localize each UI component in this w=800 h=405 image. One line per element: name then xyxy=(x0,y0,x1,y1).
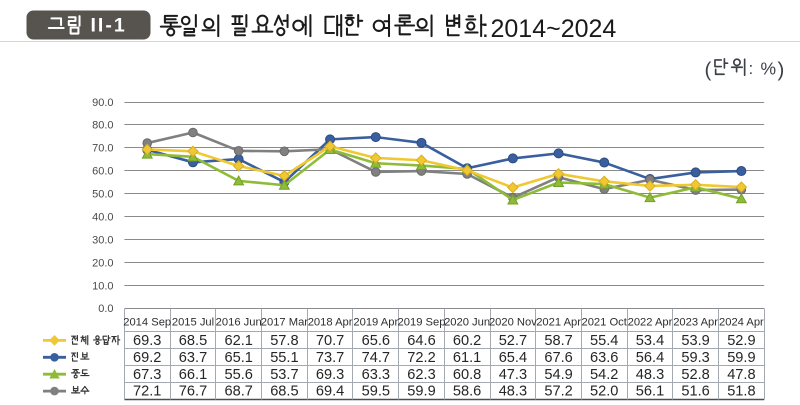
svg-text:55.6: 55.6 xyxy=(224,367,252,383)
svg-text:): ) xyxy=(778,59,785,82)
svg-text:62.1: 62.1 xyxy=(224,333,252,349)
svg-text:48.3: 48.3 xyxy=(636,367,664,383)
svg-text:65.6: 65.6 xyxy=(362,333,390,349)
svg-text:56.1: 56.1 xyxy=(636,384,664,400)
svg-text:63.3: 63.3 xyxy=(362,367,390,383)
svg-text:60.0: 60.0 xyxy=(92,166,113,178)
svg-text:52.0: 52.0 xyxy=(590,384,618,400)
svg-text:67.6: 67.6 xyxy=(544,350,572,366)
svg-text:73.7: 73.7 xyxy=(316,350,344,366)
svg-text:69.3: 69.3 xyxy=(133,333,161,349)
svg-text:61.1: 61.1 xyxy=(453,350,481,366)
svg-text:69.4: 69.4 xyxy=(316,384,344,400)
svg-text:68.5: 68.5 xyxy=(179,333,207,349)
svg-text:2020 Jun: 2020 Jun xyxy=(444,316,490,328)
svg-text:2016 Jun: 2016 Jun xyxy=(216,316,262,328)
svg-text:48.3: 48.3 xyxy=(499,384,527,400)
svg-text:59.9: 59.9 xyxy=(407,384,435,400)
svg-text:63.6: 63.6 xyxy=(590,350,618,366)
svg-text::: : xyxy=(482,15,489,43)
svg-text:56.4: 56.4 xyxy=(636,350,664,366)
svg-text:58.6: 58.6 xyxy=(453,384,481,400)
svg-text:53.7: 53.7 xyxy=(270,367,298,383)
svg-text:69.2: 69.2 xyxy=(133,350,161,366)
svg-text:59.5: 59.5 xyxy=(362,384,390,400)
svg-text:47.8: 47.8 xyxy=(727,367,755,383)
svg-text:40.0: 40.0 xyxy=(92,211,113,223)
svg-text:2023 Apr: 2023 Apr xyxy=(673,316,718,328)
svg-text:2017 Mar: 2017 Mar xyxy=(261,316,309,328)
svg-text:50.0: 50.0 xyxy=(92,189,113,201)
svg-text:55.1: 55.1 xyxy=(270,350,298,366)
svg-text:72.2: 72.2 xyxy=(407,350,435,366)
svg-text:2021 Apr: 2021 Apr xyxy=(536,316,581,328)
svg-text:52.7: 52.7 xyxy=(499,333,527,349)
svg-text:59.3: 59.3 xyxy=(681,350,709,366)
svg-text:53.9: 53.9 xyxy=(681,333,709,349)
svg-text:54.9: 54.9 xyxy=(544,367,572,383)
svg-text:60.8: 60.8 xyxy=(453,367,481,383)
svg-text:66.1: 66.1 xyxy=(179,367,207,383)
svg-text:62.3: 62.3 xyxy=(407,367,435,383)
svg-text:68.7: 68.7 xyxy=(224,384,252,400)
svg-text:57.2: 57.2 xyxy=(544,384,572,400)
svg-text:47.3: 47.3 xyxy=(499,367,527,383)
svg-text:69.3: 69.3 xyxy=(316,367,344,383)
svg-text:2019 Apr: 2019 Apr xyxy=(353,316,398,328)
svg-text:51.6: 51.6 xyxy=(681,384,709,400)
svg-text:10.0: 10.0 xyxy=(92,280,113,292)
svg-text:55.4: 55.4 xyxy=(590,333,618,349)
svg-text:74.7: 74.7 xyxy=(362,350,390,366)
svg-text:2024 Apr: 2024 Apr xyxy=(719,316,764,328)
svg-text:2014~2024: 2014~2024 xyxy=(491,15,617,43)
svg-text:II-1: II-1 xyxy=(91,15,127,37)
svg-text:64.6: 64.6 xyxy=(407,333,435,349)
svg-text:59.9: 59.9 xyxy=(727,350,755,366)
svg-text:54.2: 54.2 xyxy=(590,367,618,383)
svg-text:2018 Apr: 2018 Apr xyxy=(308,316,353,328)
svg-text:57.8: 57.8 xyxy=(270,333,298,349)
svg-text:60.2: 60.2 xyxy=(453,333,481,349)
svg-text:70.7: 70.7 xyxy=(316,333,344,349)
svg-text:0.0: 0.0 xyxy=(98,303,113,315)
svg-text:67.3: 67.3 xyxy=(133,367,161,383)
svg-text:80.0: 80.0 xyxy=(92,120,113,132)
svg-text:76.7: 76.7 xyxy=(179,384,207,400)
svg-text:72.1: 72.1 xyxy=(133,384,161,400)
svg-text:2015 Jul: 2015 Jul xyxy=(172,316,214,328)
svg-text:90.0: 90.0 xyxy=(92,97,113,109)
svg-text:52.8: 52.8 xyxy=(681,367,709,383)
svg-text:2019 Sep: 2019 Sep xyxy=(398,316,446,328)
svg-text:2014 Sep: 2014 Sep xyxy=(123,316,171,328)
svg-text::: : xyxy=(749,59,754,78)
svg-text:63.7: 63.7 xyxy=(179,350,207,366)
svg-text:58.7: 58.7 xyxy=(544,333,572,349)
svg-text:2021 Oct: 2021 Oct xyxy=(581,316,627,328)
svg-text:%: % xyxy=(761,59,777,79)
svg-text:65.1: 65.1 xyxy=(224,350,252,366)
svg-text:70.0: 70.0 xyxy=(92,143,113,155)
svg-text:53.4: 53.4 xyxy=(636,333,664,349)
svg-text:2022 Apr: 2022 Apr xyxy=(628,316,673,328)
svg-text:20.0: 20.0 xyxy=(92,257,113,269)
svg-text:65.4: 65.4 xyxy=(499,350,527,366)
svg-text:(: ( xyxy=(705,59,712,82)
svg-text:2020 Nov: 2020 Nov xyxy=(489,316,537,328)
svg-text:51.8: 51.8 xyxy=(727,384,755,400)
svg-text:52.9: 52.9 xyxy=(727,333,755,349)
svg-text:30.0: 30.0 xyxy=(92,234,113,246)
svg-text:68.5: 68.5 xyxy=(270,384,298,400)
